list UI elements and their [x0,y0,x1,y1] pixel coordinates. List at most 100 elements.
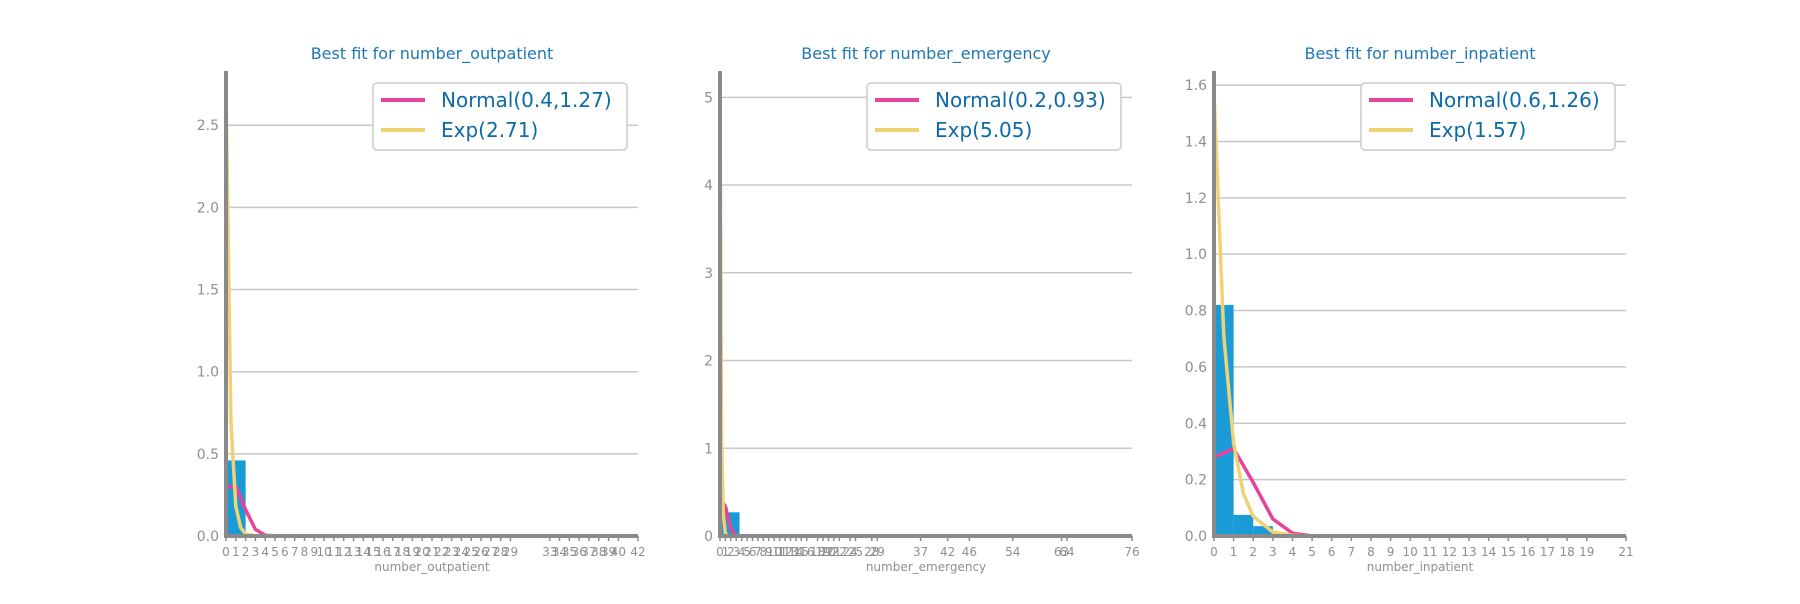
x-tick-label: 3 [1269,545,1277,559]
x-tick-label: 19 [815,545,830,559]
y-tick-label: 0.0 [197,529,219,545]
histogram-bar [1233,514,1254,536]
x-tick-label: 9 [310,545,318,559]
x-tick-label: 3 [252,545,260,559]
x-tick-label: 10 [767,545,782,559]
x-tick-label: 18 [810,545,825,559]
x-tick-label: 4 [738,545,746,559]
x-tick-label: 21 [826,545,841,559]
y-tick-label: 3 [704,266,713,282]
x-tick-label: 3 [732,545,740,559]
x-tick-label: 63 [1054,545,1069,559]
x-tick-label: 64 [1059,545,1074,559]
x-tick-label: 6 [281,545,289,559]
histogram-bar [1214,304,1234,536]
x-tick-label: 4 [261,545,269,559]
legend-label: Normal(0.2,0.93) [935,88,1106,112]
y-tick-label: 2.0 [197,200,219,216]
y-tick-label: 1.2 [1185,191,1207,207]
legend-label: Normal(0.6,1.26) [1429,88,1600,112]
x-tick-label: 14 [788,545,803,559]
x-tick-label: 2 [727,545,735,559]
x-tick-label: 18 [395,545,410,559]
y-tick-label: 0.5 [197,447,219,463]
x-tick-label: 19 [1579,545,1594,559]
x-tick-label: 17 [385,545,400,559]
x-tick-label: 29 [503,545,518,559]
chart-panel-3: Best fit for number_inpatient 0.0 0.2 0.4 0.… [1185,44,1634,574]
legend-label: Exp(1.57) [1429,118,1526,142]
x-tick-label: 24 [454,545,469,559]
x-tick-label: 35 [562,545,577,559]
legend-box [866,82,1122,151]
x-tick-label: 5 [743,545,751,559]
x-tick-label: 1 [1230,545,1238,559]
x-tick-label: 12 [1442,545,1457,559]
y-tick-label: 1.6 [1185,78,1207,94]
x-tick-label: 0 [222,545,230,559]
x-tick-label: 11 [1422,545,1437,559]
x-tick-label: 22 [434,545,449,559]
chart-panel-2: Best fit for number_emergency01234501234… [704,44,1140,574]
legend: Normal(0.6,1.26) Exp(1.57) [1360,82,1616,151]
x-tick-label: 15 [366,545,381,559]
exp-fit-line [224,90,275,538]
x-tick-label: 36 [572,545,587,559]
y-tick-label: 0 [704,529,713,545]
legend-box [372,82,628,151]
x-tick-label: 28 [864,545,879,559]
x-tick-label: 21 [1618,545,1633,559]
x-tick-label: 0 [1210,545,1218,559]
x-tick-label: 37 [913,545,928,559]
x-tick-label: 27 [483,545,498,559]
y-tick-label: 0.8 [1185,304,1207,320]
legend: Normal(0.2,0.93) Exp(5.05) [866,82,1122,151]
legend-label: Exp(2.71) [441,118,538,142]
y-tick-label: 5 [704,90,713,106]
x-tick-label: 13 [1461,545,1476,559]
x-tick-label: 23 [444,545,459,559]
x-tick-label: 8 [301,545,309,559]
x-tick-label: 14 [356,545,371,559]
histogram-bar [1253,526,1273,536]
x-tick-label: 6 [749,545,757,559]
x-tick-label: 18 [1560,545,1575,559]
y-tick-label: 1.4 [1185,134,1207,150]
x-tick-label: 9 [1387,545,1395,559]
x-tick-label: 21 [424,545,439,559]
x-tick-label: 12 [336,545,351,559]
x-tick-label: 26 [473,545,488,559]
x-tick-label: 14 [1481,545,1496,559]
x-tick-label: 5 [271,545,279,559]
x-tick-label: 15 [1501,545,1516,559]
x-axis-label: number_inpatient [1367,560,1474,574]
x-tick-label: 7 [1348,545,1356,559]
x-tick-label: 38 [591,545,606,559]
x-tick-label: 22 [832,545,847,559]
x-tick-label: 19 [405,545,420,559]
x-tick-label: 8 [1367,545,1375,559]
x-tick-label: 5 [1308,545,1316,559]
x-tick-label: 10 [316,545,331,559]
y-tick-label: 2.5 [197,118,219,134]
x-tick-label: 6 [1328,545,1336,559]
y-tick-label: 0.0 [1185,529,1207,545]
x-tick-label: 13 [346,545,361,559]
y-tick-label: 1.5 [197,283,219,299]
x-tick-label: 0 [716,545,724,559]
x-tick-label: 16 [1520,545,1535,559]
x-tick-label: 42 [630,545,645,559]
x-tick-label: 7 [291,545,299,559]
legend-label: Normal(0.4,1.27) [441,88,612,112]
x-tick-label: 25 [464,545,479,559]
x-tick-label: 1 [722,545,730,559]
x-tick-label: 42 [940,545,955,559]
x-tick-label: 39 [601,545,616,559]
x-tick-label: 16 [375,545,390,559]
exp-fit-line [718,92,737,538]
x-tick-label: 33 [542,545,557,559]
y-tick-label: 0.2 [1185,473,1207,489]
y-tick-label: 0.6 [1185,360,1207,376]
x-tick-label: 11 [326,545,341,559]
